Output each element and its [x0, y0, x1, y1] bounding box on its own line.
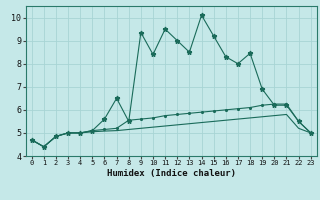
X-axis label: Humidex (Indice chaleur): Humidex (Indice chaleur) [107, 169, 236, 178]
